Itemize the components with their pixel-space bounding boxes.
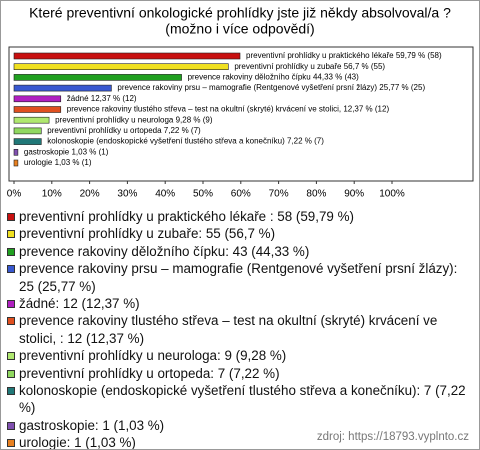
bar-label: preventivní prohlídky u zubaře 56,7 % (5…	[234, 62, 385, 71]
legend-swatch	[7, 387, 15, 396]
legend-item: preventivní prohlídky u neurologa: 9 (9,…	[7, 347, 473, 364]
legend-label: preventivní prohlídky u zubaře: 55 (56,7…	[19, 226, 276, 242]
x-tick-label: 0%	[7, 189, 22, 200]
bar	[13, 52, 241, 60]
bar-label: preventivní prohlídky u ortopeda 7,22 % …	[47, 126, 201, 135]
x-tick-label: 100%	[379, 189, 405, 200]
legend-swatch	[7, 352, 15, 361]
legend-label: preventivní prohlídky u praktického léka…	[19, 209, 354, 224]
bar	[13, 95, 62, 103]
x-tick-label: 60%	[231, 189, 251, 200]
legend-swatch	[7, 421, 15, 430]
legend-swatch	[7, 265, 15, 274]
legend-label: žádné: 12 (12,37 %)	[19, 296, 140, 312]
x-tick-label: 50%	[193, 189, 213, 200]
bar-label: prevence rakoviny tlustého střeva – test…	[67, 105, 390, 114]
bar-label: preventivní prohlídky u praktického léka…	[246, 51, 442, 60]
legend-item: žádné: 12 (12,37 %)	[7, 295, 473, 312]
legend-item: preventivní prohlídky u ortopeda: 7 (7,2…	[7, 365, 473, 382]
legend-label: urologie: 1 (1,03 %)	[19, 435, 136, 450]
legend-swatch	[7, 439, 15, 448]
bar	[13, 84, 112, 92]
legend-label: prevence rakoviny tlustého střeva – test…	[19, 313, 438, 346]
bar-label: preventivní prohlídky u neurologa 9,28 %…	[55, 115, 213, 124]
bar	[13, 116, 50, 124]
legend-label: kolonoskopie (endoskopické vyšetření tlu…	[19, 383, 466, 416]
legend-item: kolonoskopie (endoskopické vyšetření tlu…	[7, 382, 473, 417]
x-tick-label: 80%	[306, 189, 326, 200]
legend-swatch	[7, 213, 15, 221]
bar	[13, 159, 19, 167]
bar	[13, 138, 42, 145]
legend-swatch	[7, 317, 15, 326]
x-tick-label: 90%	[344, 189, 364, 200]
x-tick-label: 40%	[155, 189, 175, 200]
x-tick-label: 30%	[117, 189, 137, 200]
legend-swatch	[7, 369, 15, 378]
legend-item: prevence rakoviny prsu – mamografie (Ren…	[7, 260, 473, 295]
bar-label: prevence rakoviny prsu – mamografie (Ren…	[117, 83, 425, 92]
chart-title: Které preventivní onkologické prohlídky …	[29, 5, 451, 21]
chart-subtitle: (možno i více odpovědí)	[165, 21, 314, 37]
x-tick-label: 10%	[42, 189, 62, 200]
chart: Které preventivní onkologické prohlídky …	[7, 5, 474, 200]
bar-label: urologie 1,03 % (1)	[24, 158, 92, 167]
x-tick-label: 70%	[269, 189, 289, 200]
x-tick-label: 20%	[80, 189, 100, 200]
bar-label: gastroskopie 1,03 % (1)	[24, 147, 109, 156]
bar	[13, 74, 182, 81]
legend-swatch	[7, 247, 15, 256]
bar	[13, 106, 62, 113]
legend-swatch	[7, 230, 15, 239]
legend-item: preventivní prohlídky u praktického léka…	[7, 208, 473, 225]
legend-label: preventivní prohlídky u neurologa: 9 (9,…	[19, 348, 287, 364]
legend-swatch	[7, 300, 15, 309]
source: zdroj: https://18793.vyplnto.cz	[316, 431, 469, 443]
legend-label: prevence rakoviny děložního čípku: 43 (4…	[19, 243, 310, 259]
legend-label: preventivní prohlídky u ortopeda: 7 (7,2…	[19, 365, 280, 381]
legend: preventivní prohlídky u praktického léka…	[7, 208, 473, 450]
bar	[13, 127, 42, 135]
bar-label: kolonoskopie (endoskopické vyšetření tlu…	[47, 137, 324, 146]
bar-label: žádné 12,37 % (12)	[67, 94, 137, 103]
bar-label: prevence rakoviny děložního čípku 44,33 …	[188, 73, 360, 82]
legend-item: preventivní prohlídky u zubaře: 55 (56,7…	[7, 225, 473, 242]
bar	[13, 63, 229, 71]
legend-label: prevence rakoviny prsu – mamografie (Ren…	[19, 261, 458, 294]
legend-label: gastroskopie: 1 (1,03 %)	[19, 417, 165, 433]
legend-item: prevence rakoviny děložního čípku: 43 (4…	[7, 243, 473, 260]
legend-item: urologie: 1 (1,03 %)	[7, 434, 473, 450]
legend-item: gastroskopie: 1 (1,03 %)	[7, 417, 473, 434]
legend-item: prevence rakoviny tlustého střeva – test…	[7, 312, 473, 347]
bar	[13, 149, 19, 156]
